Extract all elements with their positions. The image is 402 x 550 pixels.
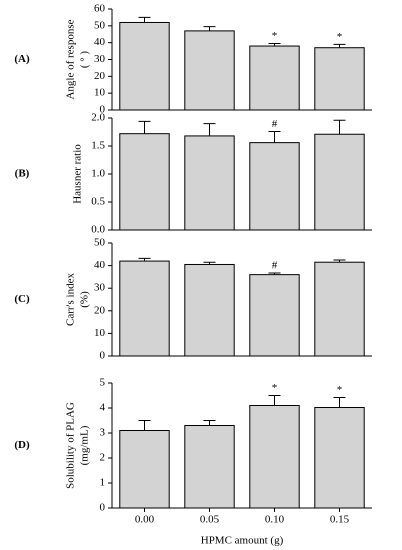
significance-marker: * xyxy=(337,384,343,396)
y-tick-label: 5 xyxy=(100,377,106,389)
panel-label: (C) xyxy=(14,293,30,305)
error-bar xyxy=(203,261,216,265)
error-bar xyxy=(138,16,151,23)
y-tick-label: 60 xyxy=(94,3,106,15)
error-bar xyxy=(138,420,151,431)
bar xyxy=(314,261,365,357)
bar xyxy=(184,30,235,111)
y-tick-label: 4 xyxy=(100,402,106,414)
y-tick-label: 50 xyxy=(94,237,106,249)
error-bar xyxy=(333,43,346,48)
bar xyxy=(119,430,170,509)
error-bar xyxy=(268,272,281,275)
y-tick-label: 0 xyxy=(100,502,106,514)
x-tick-label: 0.10 xyxy=(265,514,285,526)
y-tick-label: 1.0 xyxy=(91,168,105,180)
y-tick-label: 40 xyxy=(94,259,106,271)
y-tick-label: 0 xyxy=(100,104,106,116)
panel-label: (B) xyxy=(15,168,30,180)
significance-marker: * xyxy=(337,31,343,43)
error-bar xyxy=(268,130,281,143)
y-axis-label: Hausner ratio xyxy=(72,144,84,204)
error-bar xyxy=(203,123,216,136)
bar xyxy=(119,133,170,231)
y-tick-label: 40 xyxy=(94,36,106,48)
y-axis-label: Solubility of PLAG xyxy=(65,402,77,489)
y-tick-label: 2 xyxy=(100,452,106,464)
bar xyxy=(314,47,365,111)
y-axis-label: (%) xyxy=(79,291,91,308)
bar xyxy=(249,274,300,357)
y-tick-label: 10 xyxy=(94,327,106,339)
error-bar xyxy=(333,259,346,263)
bar xyxy=(249,405,300,509)
y-tick-label: 1 xyxy=(100,477,106,489)
y-tick-label: 50 xyxy=(94,19,106,31)
error-bar xyxy=(138,120,151,134)
error-bar xyxy=(138,257,151,262)
x-tick-label: 0.15 xyxy=(330,514,350,526)
panel-label: (A) xyxy=(14,53,30,65)
y-tick-label: 20 xyxy=(94,304,106,316)
bar xyxy=(119,260,170,357)
panel-label: (D) xyxy=(14,439,30,451)
y-axis-label: Angle of response xyxy=(65,19,77,99)
error-bar xyxy=(203,420,216,426)
y-axis-label: Carr's index xyxy=(65,273,77,326)
y-tick-label: 10 xyxy=(94,87,106,99)
bar xyxy=(184,263,235,357)
y-tick-label: 30 xyxy=(94,282,106,294)
y-tick-label: 1.5 xyxy=(91,140,105,152)
error-bar xyxy=(333,397,346,408)
error-bar xyxy=(268,395,281,406)
y-tick-label: 0.0 xyxy=(91,224,105,236)
significance-marker: # xyxy=(272,260,278,272)
y-tick-label: 3 xyxy=(100,427,106,439)
y-tick-label: 0.5 xyxy=(91,196,105,208)
bar xyxy=(184,135,235,231)
significance-marker: * xyxy=(272,30,278,42)
significance-marker: # xyxy=(272,118,278,130)
bar xyxy=(314,407,365,509)
bar xyxy=(184,425,235,509)
bar xyxy=(314,133,365,231)
y-tick-label: 30 xyxy=(94,53,106,65)
x-tick-label: 0.00 xyxy=(135,514,155,526)
error-bar xyxy=(333,119,346,135)
bar xyxy=(119,21,170,111)
y-axis-label: ( ° ) xyxy=(79,51,91,69)
y-axis-label: (mg/mL) xyxy=(79,425,91,465)
y-tick-label: 2.0 xyxy=(91,112,105,124)
bar xyxy=(249,45,300,111)
bar xyxy=(249,142,300,231)
y-tick-label: 0 xyxy=(100,350,106,362)
x-tick-label: 0.05 xyxy=(200,514,220,526)
x-axis-label: HPMC amount (g) xyxy=(201,535,284,547)
y-tick-label: 20 xyxy=(94,70,106,82)
error-bar xyxy=(203,26,216,31)
error-bar xyxy=(268,43,281,47)
significance-marker: * xyxy=(272,382,278,394)
